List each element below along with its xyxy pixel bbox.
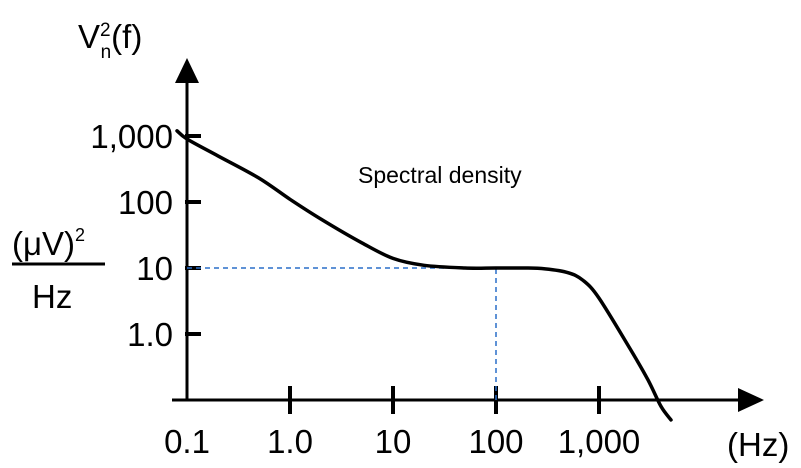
y-axis-unit-numerator-text: (μV) (12, 225, 75, 262)
y-axis-title-subscript: n (101, 42, 112, 63)
x-axis-title: (Hz) (727, 426, 789, 463)
y-tick-label: 1.0 (127, 316, 173, 353)
y-axis-title-argument: (f) (111, 18, 142, 55)
y-axis-title-superscript: 2 (100, 20, 111, 41)
y-tick-label: 1,000 (90, 118, 173, 155)
x-tick-label: 0.1 (164, 423, 210, 460)
reference-lines (187, 267, 497, 400)
x-tick-label: 1,000 (558, 423, 641, 460)
y-tick-label: 10 (136, 250, 173, 287)
y-tick-label: 100 (118, 184, 173, 221)
spectral-density-label: Spectral density (358, 162, 522, 188)
y-axis-title-symbol: V (78, 18, 100, 55)
y-axis-title: V2 n(f) (78, 18, 142, 63)
y-axis-unit-denominator: Hz (32, 278, 72, 315)
series-layer (175, 129, 673, 422)
y-axis-arrow (175, 58, 199, 83)
spectral-density-curve (175, 129, 673, 422)
y-axis-unit-numerator-superscript: 2 (75, 225, 85, 245)
y-axis-unit-numerator: (μV)2 (12, 225, 85, 262)
x-tick-label: 1.0 (267, 423, 313, 460)
x-tick-label: 10 (375, 423, 412, 460)
y-axis-ticks: 1.0 10 100 1,000 (90, 118, 201, 353)
x-tick-label: 100 (468, 423, 523, 460)
x-axis-ticks: 0.1 1.0 10 100 1,000 (164, 386, 640, 460)
x-axis-arrow (738, 388, 764, 412)
